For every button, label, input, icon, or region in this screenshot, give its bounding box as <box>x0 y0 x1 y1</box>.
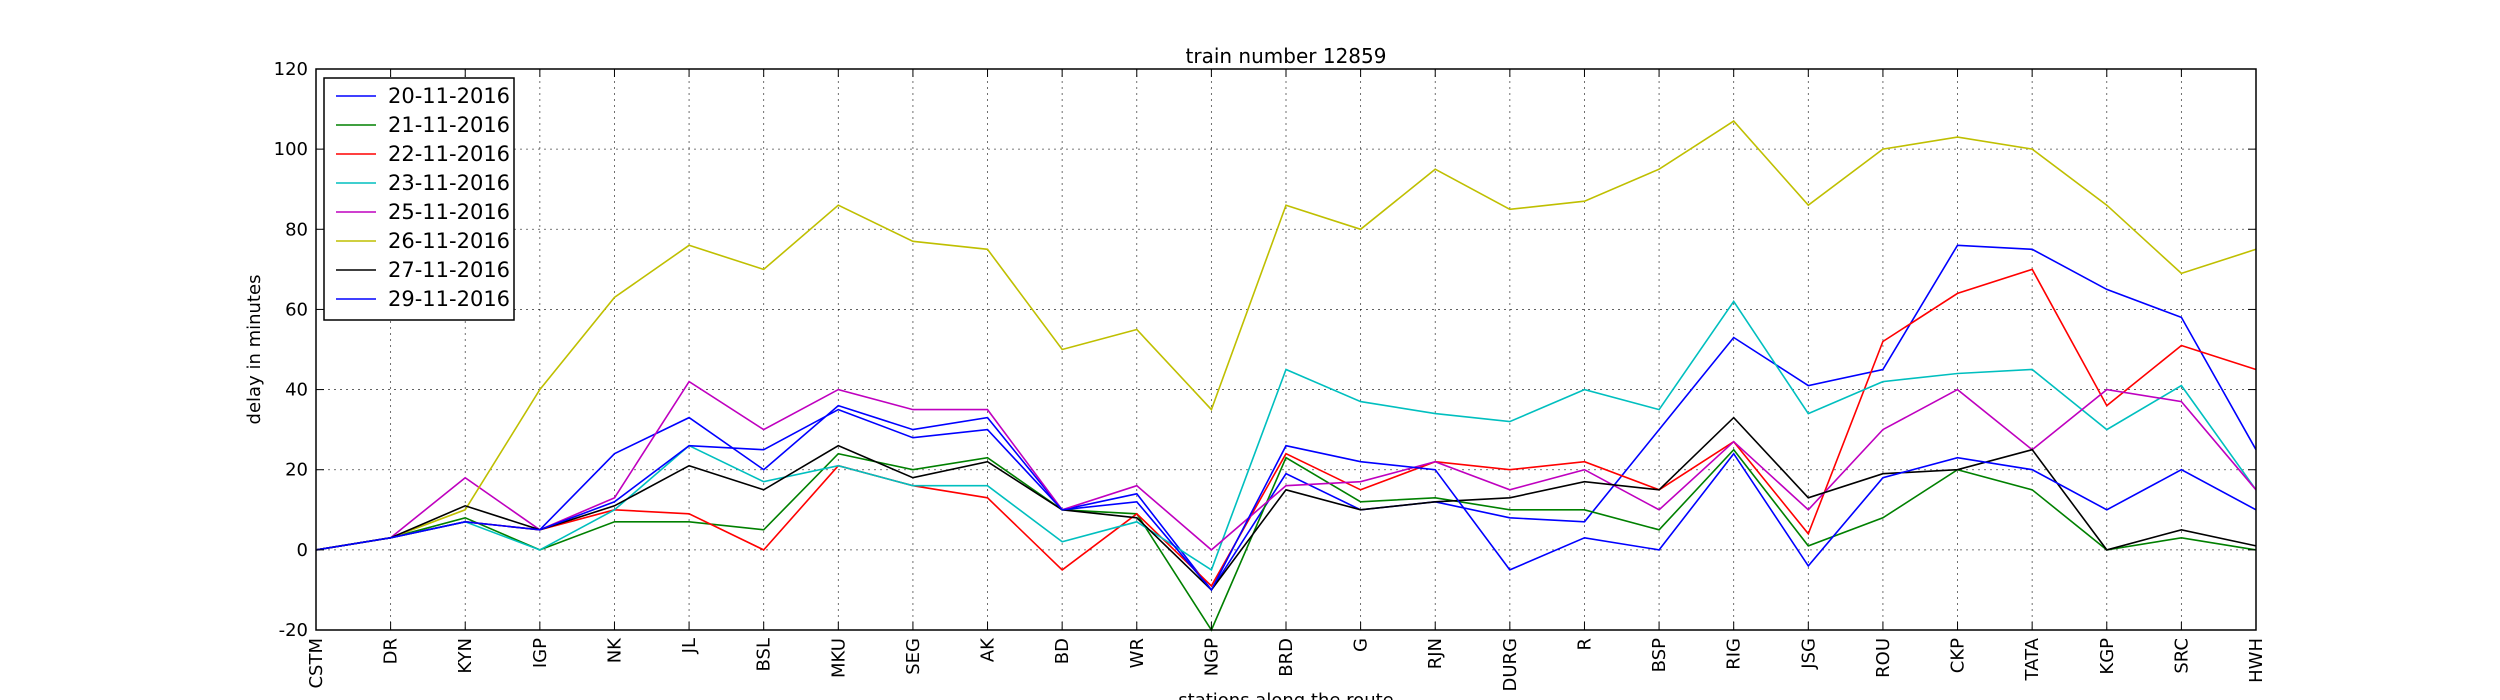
x-tick-label-kgp: KGP <box>2097 638 2118 675</box>
x-tick-label-jsg: JSG <box>1798 638 1819 670</box>
x-axis-label: stations along the route <box>1178 690 1393 700</box>
series-line-22-11-2016 <box>315 268 2257 588</box>
legend-label-21-11-2016: 21-11-2016 <box>388 113 510 137</box>
legend-label-23-11-2016: 23-11-2016 <box>388 171 510 195</box>
x-tick-label-durg: DURG <box>1500 638 1521 692</box>
x-tick-label-igp: IGP <box>530 638 551 668</box>
x-tick-label-jl: JL <box>679 638 700 654</box>
x-tick-label-kyn: KYN <box>455 638 476 674</box>
x-tick-label-tata: TATA <box>2022 637 2043 681</box>
x-tick-label-rjn: RJN <box>1425 638 1446 669</box>
x-tick-label-hwh: HWH <box>2246 638 2267 683</box>
legend-label-27-11-2016: 27-11-2016 <box>388 258 510 282</box>
x-tick-label-g: G <box>1351 638 1372 652</box>
x-tick-label-bd: BD <box>1052 638 1073 664</box>
x-tick-label-rou: ROU <box>1873 638 1894 678</box>
x-tick-label-wr: WR <box>1127 638 1148 668</box>
x-tick-label-nk: NK <box>604 637 625 663</box>
x-tick-label-ckp: CKP <box>1948 638 1969 673</box>
y-tick-label: 60 <box>285 299 308 320</box>
y-tick-label: 120 <box>274 59 308 80</box>
x-tick-label-dr: DR <box>381 638 402 664</box>
y-axis-label: delay in minutes <box>244 275 265 425</box>
series-line-21-11-2016 <box>315 448 2257 632</box>
x-tick-label-rig: RIG <box>1724 638 1745 670</box>
x-tick-label-bsl: BSL <box>754 638 775 672</box>
y-tick-label: 40 <box>285 380 308 401</box>
x-tick-label-brd: BRD <box>1276 638 1297 677</box>
chart-title: train number 12859 <box>1186 44 1387 68</box>
series-line-25-11-2016 <box>315 380 2257 551</box>
legend: 20-11-2016 21-11-2016 22-11-2016 23-11-2016… <box>323 77 515 321</box>
series-line-23-11-2016 <box>315 299 2257 572</box>
series-line-26-11-2016 <box>315 120 2257 551</box>
x-tick-label-bsp: BSP <box>1649 638 1670 672</box>
legend-label-20-11-2016: 20-11-2016 <box>388 84 510 108</box>
y-tick-label: 100 <box>274 139 308 160</box>
series-line-20-11-2016 <box>315 244 2257 592</box>
legend-label-26-11-2016: 26-11-2016 <box>388 229 510 253</box>
x-tick-label-ak: AK <box>978 637 999 662</box>
y-tick-label: 20 <box>285 460 308 481</box>
y-tick-label: -20 <box>279 620 308 641</box>
grid <box>316 69 2256 630</box>
series-line-27-11-2016 <box>315 416 2257 592</box>
x-tick-label-r: R <box>1574 638 1595 651</box>
legend-box <box>323 77 515 321</box>
legend-label-22-11-2016: 22-11-2016 <box>388 142 510 166</box>
x-tick-label-mku: MKU <box>828 638 849 678</box>
x-tick-label-src: SRC <box>2171 638 2192 674</box>
legend-label-25-11-2016: 25-11-2016 <box>388 200 510 224</box>
y-tick-label: 80 <box>285 219 308 240</box>
x-tick-label-seg: SEG <box>903 638 924 675</box>
x-tick-label-ngp: NGP <box>1201 638 1222 676</box>
axis-ticks: -20 0 20 40 60 80 100 120 CSTM DR KYN IGP NK JL BSL MKU… <box>274 59 2267 692</box>
x-tick-label-cstm: CSTM <box>306 638 327 689</box>
y-tick-label: 0 <box>297 540 308 561</box>
series-line-29-11-2016 <box>315 408 2257 592</box>
series-lines <box>315 120 2257 632</box>
legend-label-29-11-2016: 29-11-2016 <box>388 287 510 311</box>
